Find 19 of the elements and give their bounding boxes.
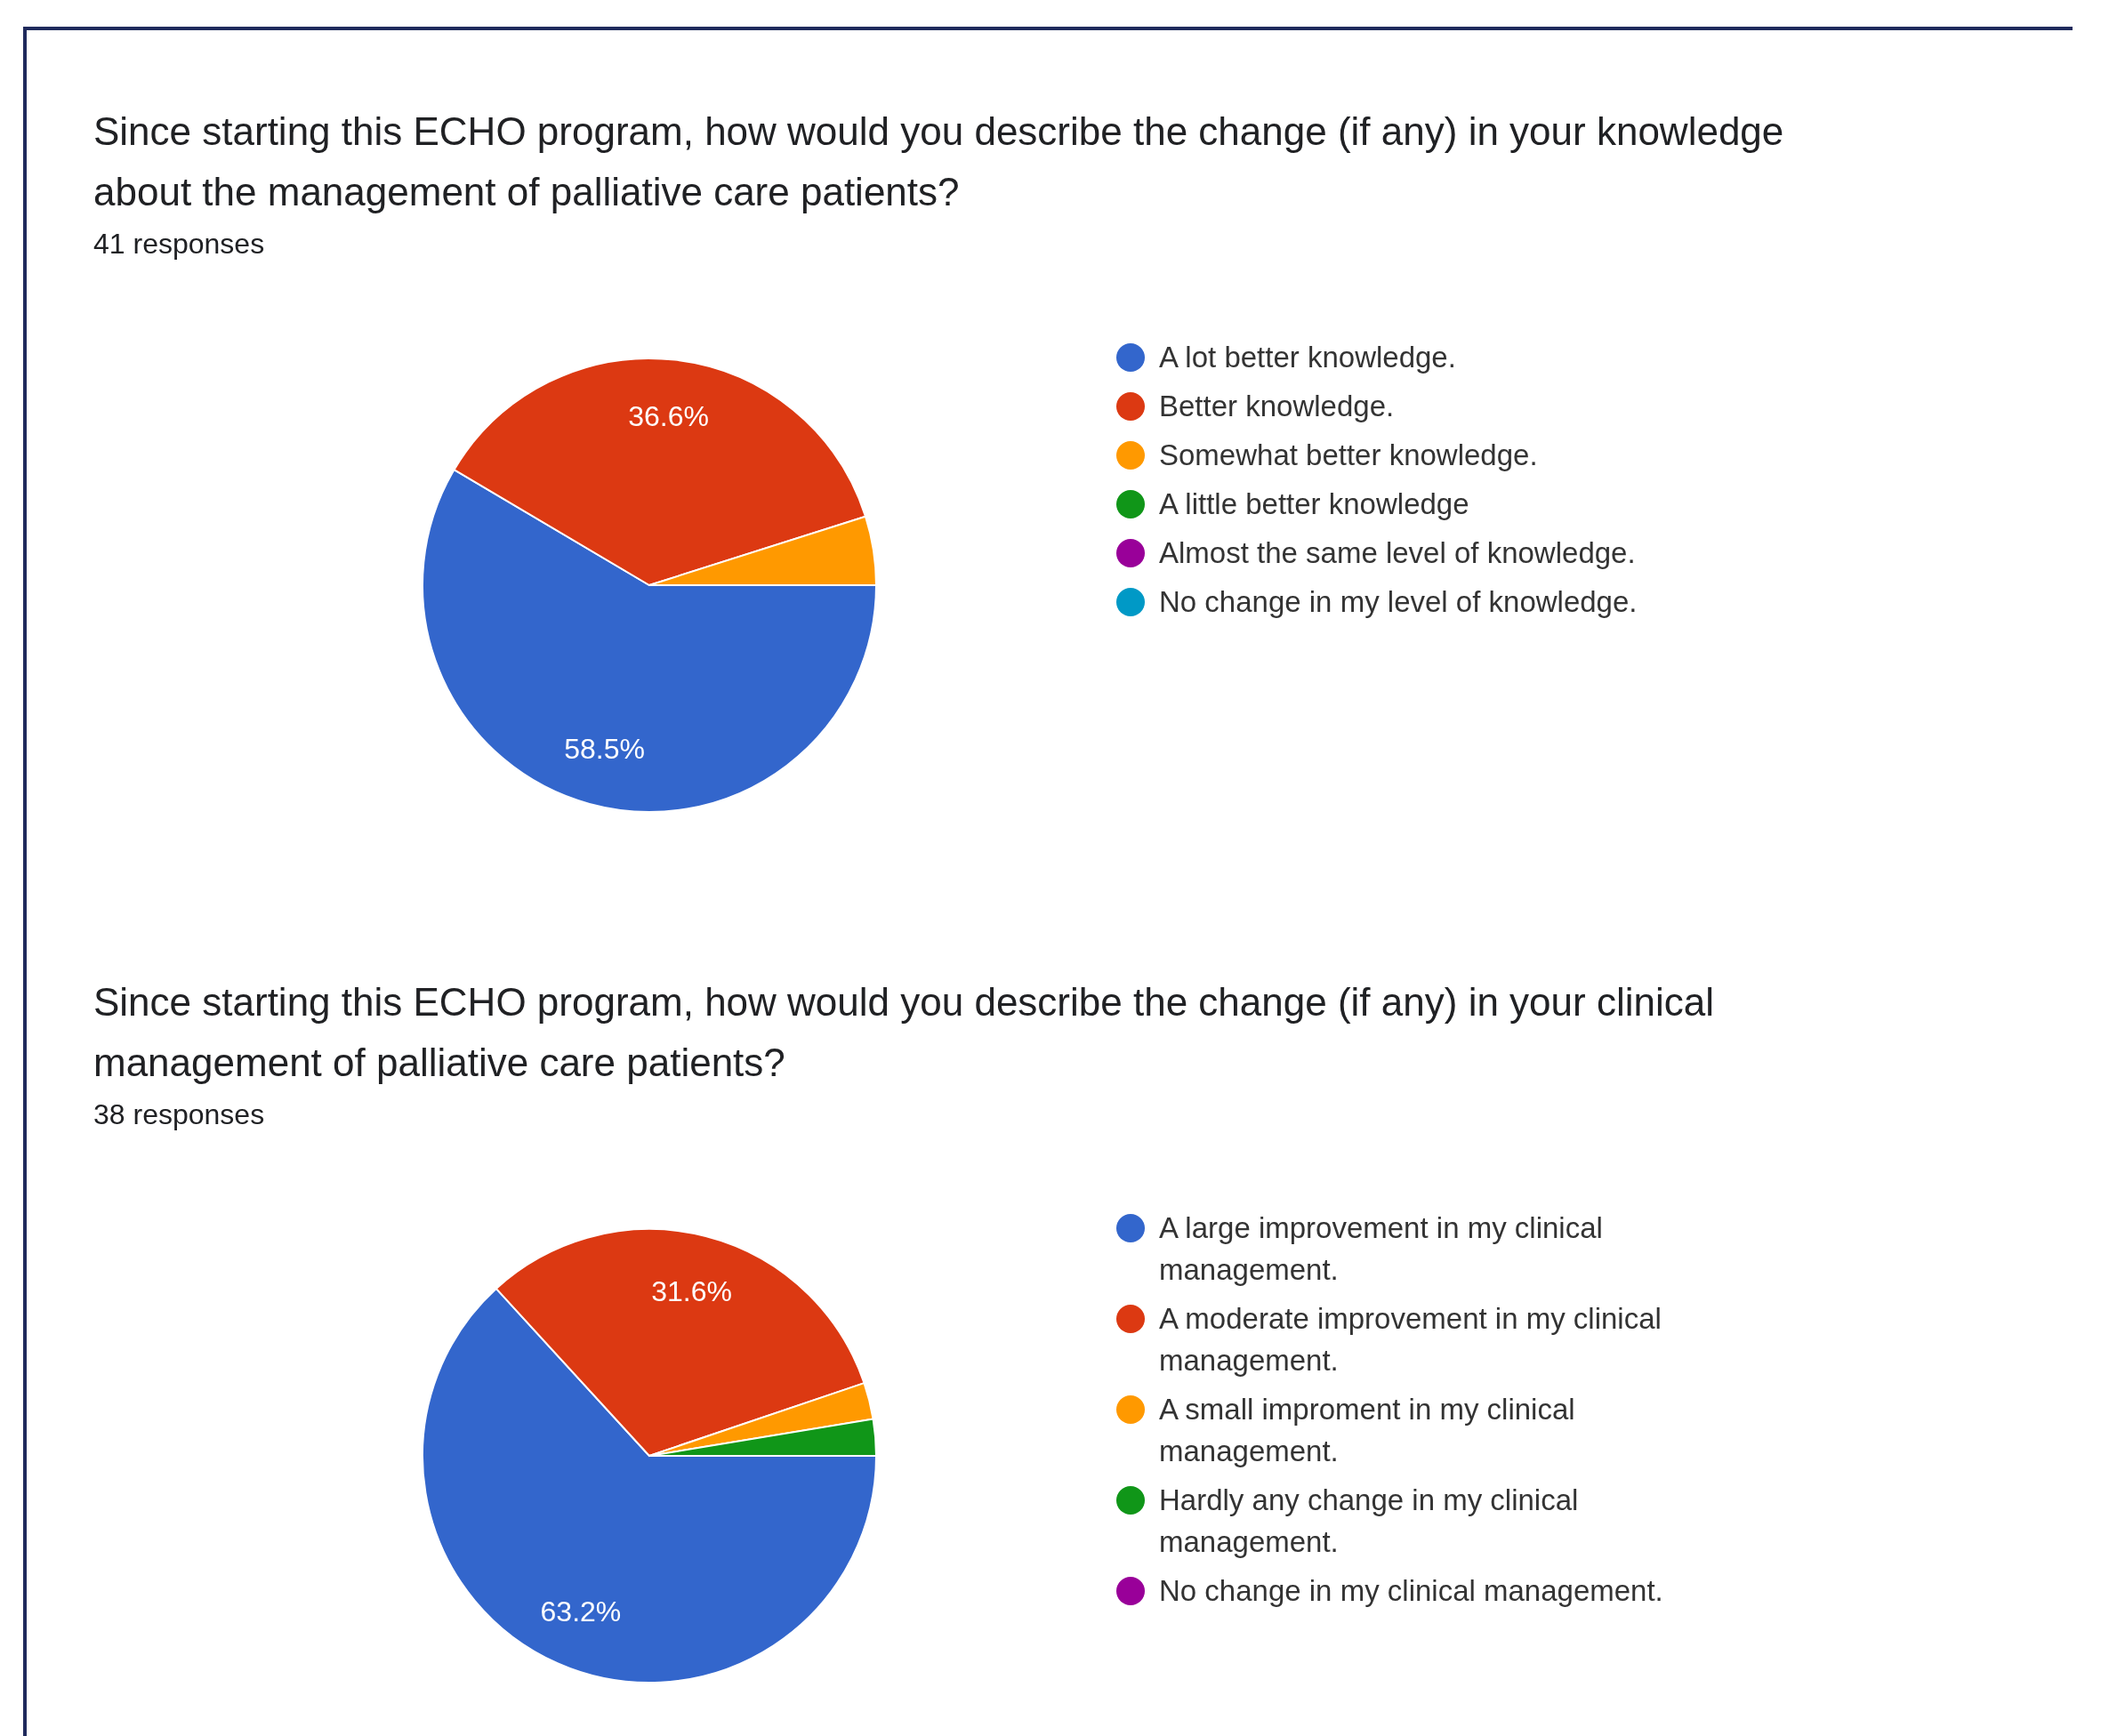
text: 38 responses [93, 1098, 266, 1131]
legend-label: Somewhat better knowledge. [1159, 438, 1538, 473]
chart-title: Since starting this ECHO program, how would you describe the change (if any) in your clinical management of palliative care patients? [93, 979, 1715, 1086]
legend-label: A lot better knowledge. [1159, 340, 1456, 375]
data-label: 36.6% [628, 399, 709, 432]
legend-label: A small improment in my clinical management. [1159, 1392, 1576, 1469]
legend-label: No change in my clinical management. [1159, 1573, 1663, 1609]
legend-label: A large improvement in my clinical management. [1159, 1210, 1604, 1288]
data-label: 31.6% [651, 1274, 732, 1307]
legend-label: Almost the same level of knowledge. [1159, 535, 1636, 571]
legend-label: A little better knowledge [1159, 486, 1469, 522]
legend-label: Hardly any change in my clinical management. [1159, 1483, 1580, 1560]
legend-label: No change in my level of knowledge. [1159, 584, 1638, 620]
text: 41 responses [93, 228, 266, 261]
data-label: 63.2% [540, 1595, 622, 1628]
legend-label: Better knowledge. [1159, 389, 1395, 424]
chart-title: Since starting this ECHO program, how would you describe the change (if any) in your knowledge about the management of palliative care patients? [93, 108, 1785, 215]
data-label: 58.5% [564, 733, 645, 766]
legend-label: A moderate improvement in my clinical management. [1159, 1301, 1662, 1378]
